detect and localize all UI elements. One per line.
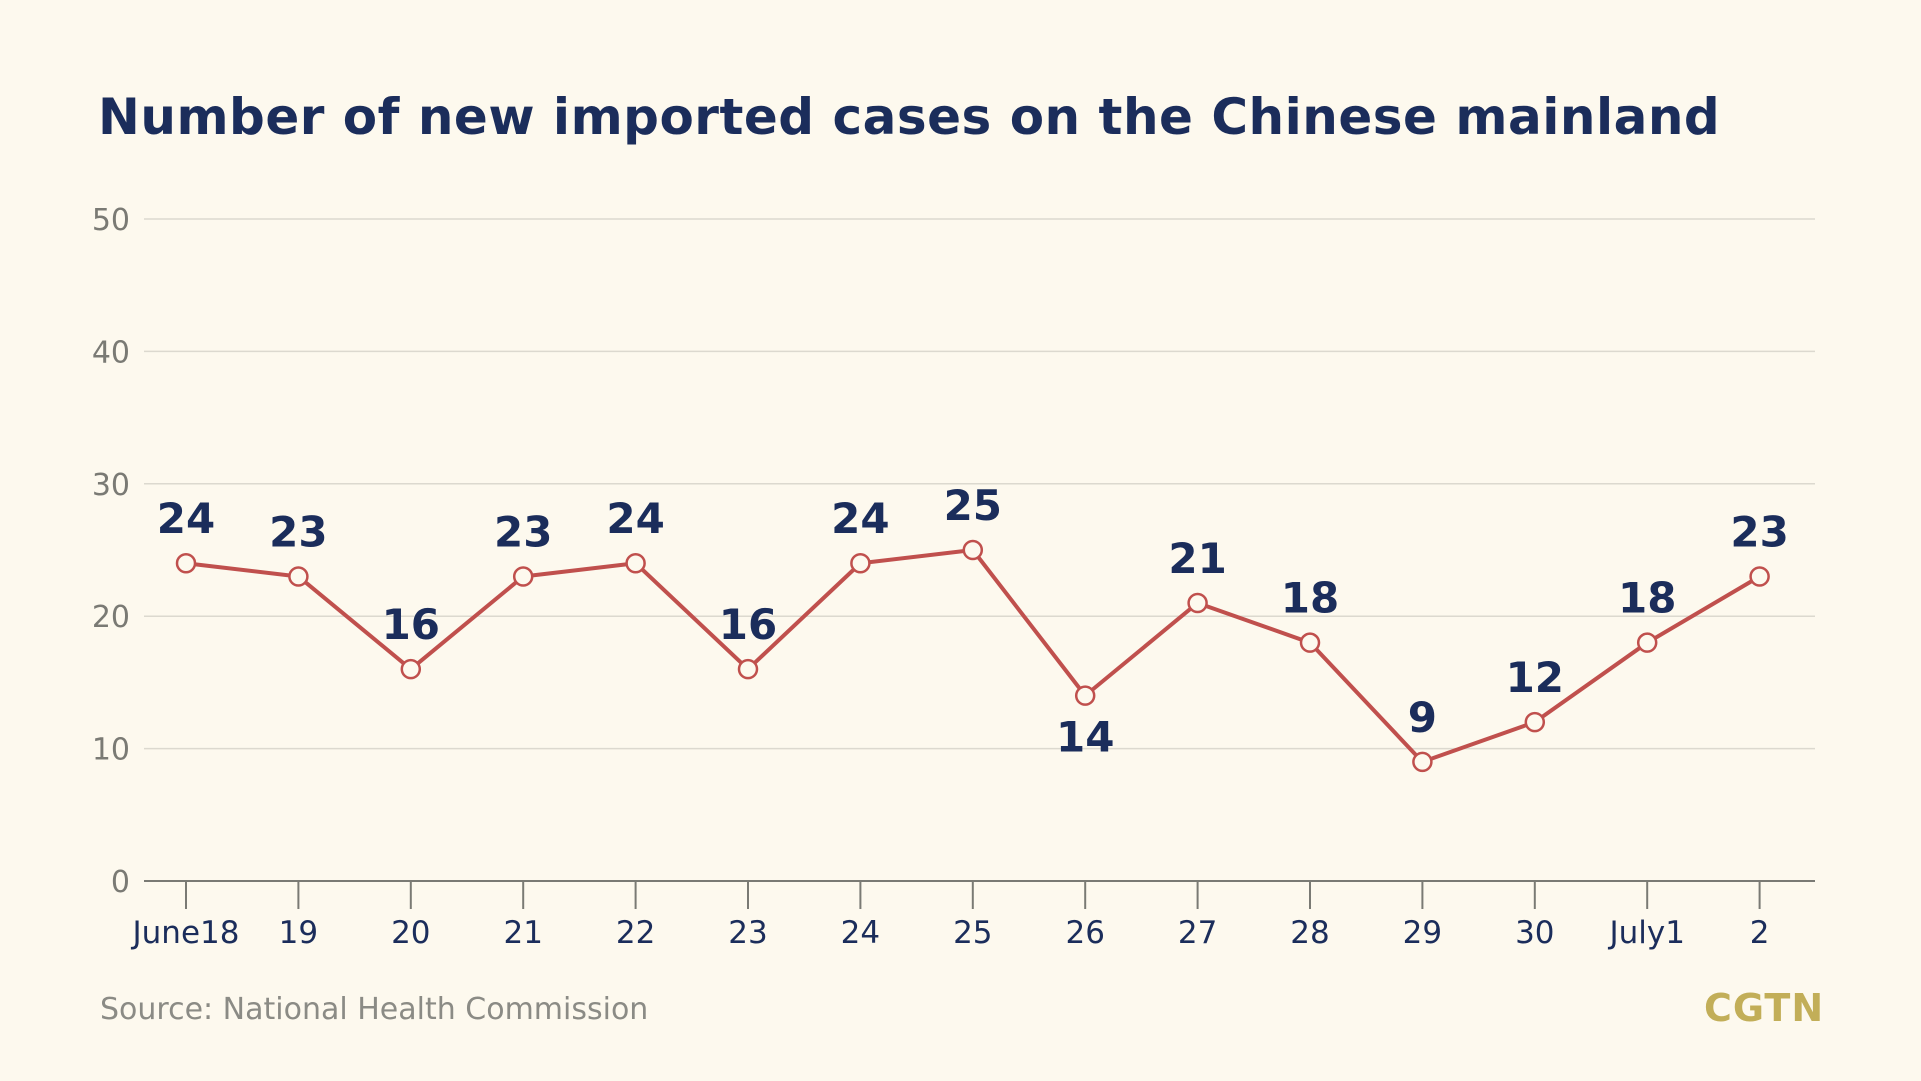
- gridlines: [144, 218, 1815, 750]
- data-label: 24: [831, 494, 889, 543]
- data-label: 23: [1730, 507, 1788, 556]
- data-label: 25: [944, 481, 1002, 530]
- data-point: [400, 658, 422, 680]
- data-point: [962, 539, 984, 561]
- x-tick-label: 30: [1515, 915, 1554, 951]
- x-tick-label: 28: [1290, 915, 1329, 951]
- data-point: [1187, 592, 1208, 614]
- data-labels: 24 23 16 23 24 16 24 25 14 21 18 9 12 18 23: [157, 481, 1789, 762]
- x-tick-label: 22: [616, 915, 655, 951]
- data-label: 21: [1168, 534, 1226, 583]
- data-point: [512, 566, 534, 587]
- x-tick-label: 2: [1750, 915, 1770, 951]
- y-axis: 0 10 20 30 40 50: [92, 203, 130, 900]
- data-point: [1074, 685, 1096, 706]
- x-tick-label: 20: [391, 915, 430, 951]
- x-tick-label: 26: [1065, 915, 1104, 951]
- data-point: [288, 566, 309, 587]
- data-label: 23: [494, 507, 552, 556]
- x-tick-label: 21: [503, 915, 542, 951]
- data-point: [625, 552, 646, 574]
- x-tick-label: 25: [953, 915, 992, 951]
- data-label: 18: [1281, 574, 1339, 623]
- data-point: [1636, 632, 1658, 653]
- data-label: 14: [1056, 713, 1114, 762]
- data-label: 9: [1408, 693, 1437, 742]
- y-tick-label: 10: [92, 733, 130, 768]
- data-point: [175, 552, 197, 574]
- source-note: Source: National Health Commission: [100, 992, 649, 1027]
- y-tick-label: 30: [92, 468, 130, 503]
- x-tick-label: 24: [841, 915, 880, 951]
- x-tick-label: 27: [1178, 915, 1217, 951]
- data-label: 16: [382, 600, 440, 649]
- y-tick-label: 50: [92, 203, 130, 238]
- x-tick-label: 23: [728, 915, 767, 951]
- x-tick-label: June18: [131, 915, 240, 951]
- data-label: 24: [157, 494, 215, 543]
- data-point: [850, 552, 871, 574]
- x-axis: June18 19 20 21 22 23 24 25 26 27 28 29 30 July1 2: [131, 880, 1815, 951]
- y-tick-label: 40: [92, 335, 130, 370]
- brand-logo: CGTN: [1704, 986, 1825, 1030]
- x-tick-label: 19: [279, 915, 318, 951]
- y-tick-label: 20: [92, 600, 130, 635]
- data-point: [737, 658, 759, 680]
- data-point: [1299, 632, 1321, 653]
- x-tick-label: July1: [1607, 915, 1684, 951]
- data-label: 23: [269, 507, 327, 556]
- data-label: 24: [606, 494, 664, 543]
- data-label: 12: [1506, 653, 1564, 702]
- data-points: [175, 539, 1770, 773]
- data-point: [1749, 566, 1770, 587]
- y-tick-label: 0: [111, 865, 130, 900]
- data-point: [1412, 751, 1433, 773]
- data-label: 18: [1618, 574, 1676, 623]
- chart-title: Number of new imported cases on the Chin…: [98, 88, 1721, 146]
- data-label: 16: [719, 600, 777, 649]
- data-point: [1524, 711, 1546, 733]
- x-tick-label: 29: [1403, 915, 1442, 951]
